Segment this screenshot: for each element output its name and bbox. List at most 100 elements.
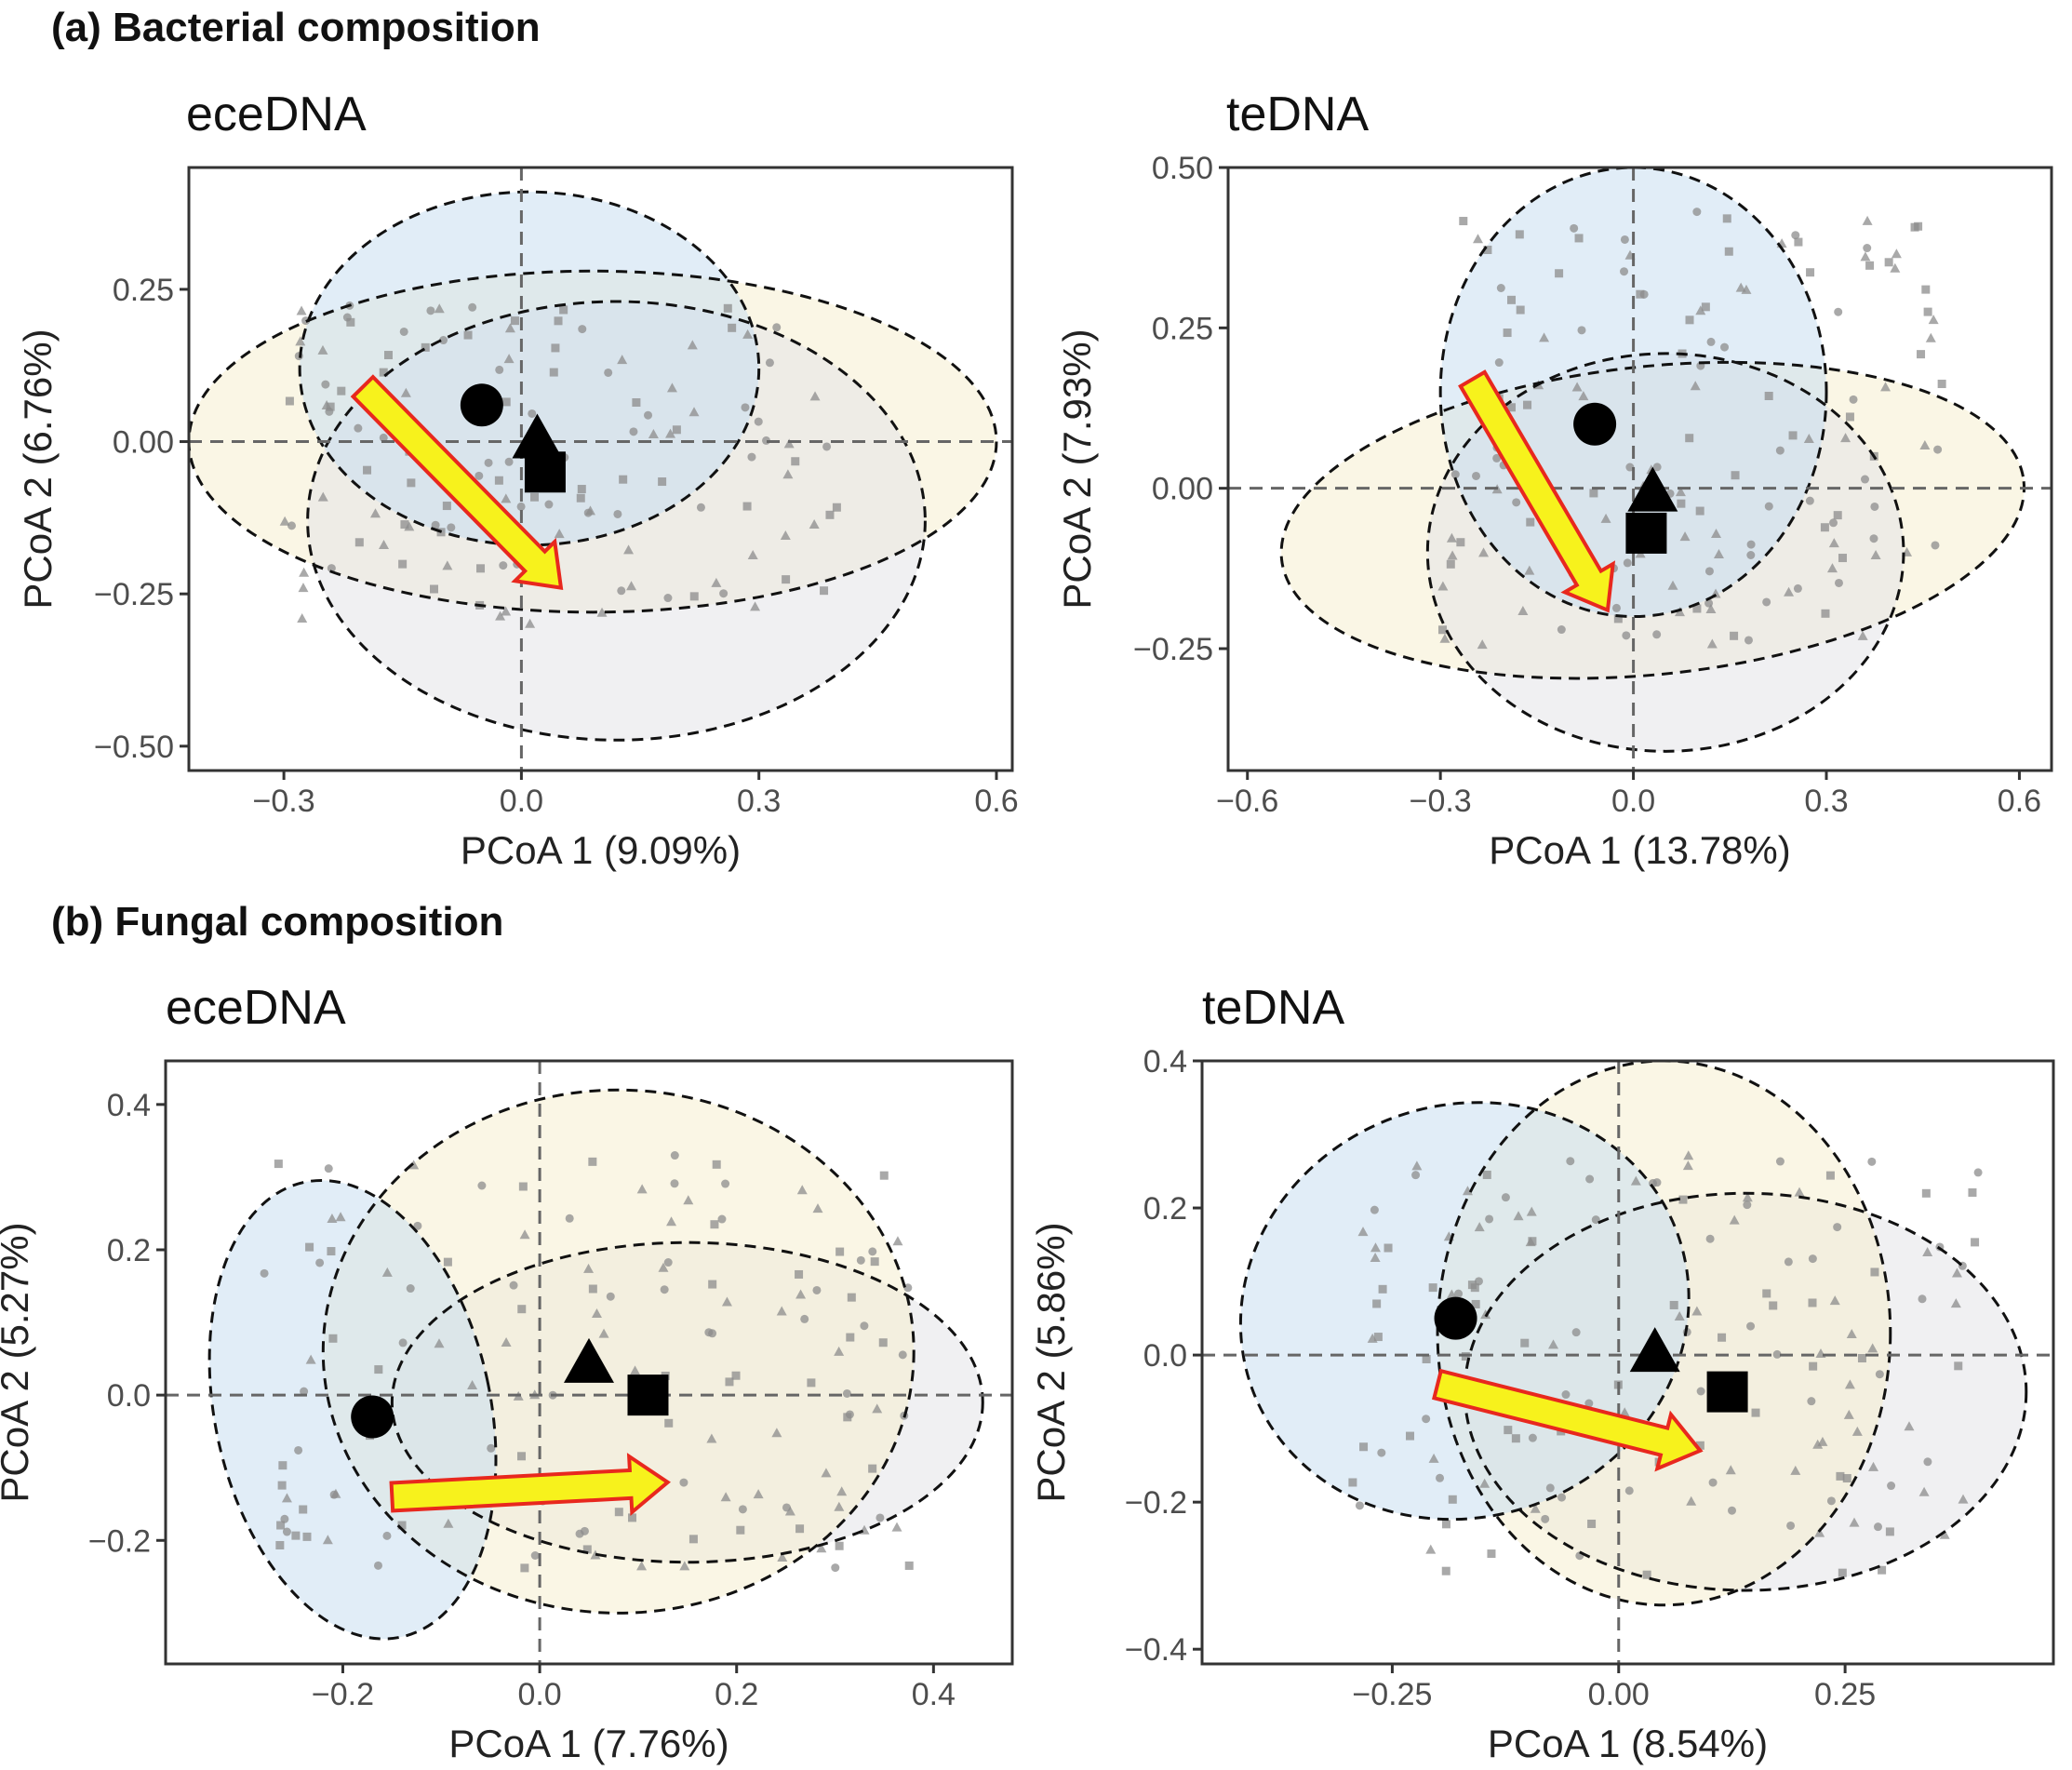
sample-point: [279, 516, 290, 526]
sample-point: [277, 1481, 287, 1490]
sample-point: [1891, 248, 1902, 259]
sample-point: [596, 607, 608, 617]
sample-point: [1406, 1431, 1415, 1441]
sample-point: [688, 407, 700, 417]
sample-point: [1501, 1193, 1510, 1202]
sample-point: [317, 491, 328, 502]
sample-point: [1591, 1215, 1600, 1225]
sample-point: [1870, 549, 1881, 559]
sample-point: [1570, 223, 1579, 233]
sample-point: [1448, 1495, 1457, 1504]
sample-point: [407, 478, 416, 488]
sample-point: [337, 386, 346, 396]
sample-point: [1725, 1465, 1736, 1475]
sample-point: [529, 492, 539, 502]
sample-point: [807, 1378, 816, 1388]
sample-point: [765, 358, 774, 368]
sample-point: [1706, 638, 1718, 649]
sample-point: [1808, 1254, 1817, 1264]
sample-point: [281, 1493, 292, 1503]
sample-point: [872, 1403, 883, 1414]
sample-point: [1624, 1486, 1634, 1495]
sample-point: [604, 368, 613, 377]
sample-point: [530, 1550, 540, 1560]
sample-point: [295, 336, 306, 346]
sample-point: [1373, 1333, 1383, 1342]
sample-point: [329, 1490, 339, 1499]
y-axis-label: PCoA 2 (7.93%): [1055, 329, 1099, 609]
sample-point: [1851, 1426, 1863, 1436]
centroid-triangle: [512, 413, 563, 459]
sample-point: [499, 561, 508, 570]
sample-point: [1669, 1300, 1678, 1309]
sample-point: [1834, 578, 1843, 587]
sample-point: [1589, 489, 1598, 498]
sample-point: [777, 1552, 788, 1562]
sample-point: [679, 1478, 688, 1487]
sample-point: [325, 407, 334, 416]
sample-point: [720, 1492, 731, 1502]
sample-point: [1359, 1442, 1369, 1452]
sample-point: [834, 1346, 845, 1356]
y-tick-label: −0.25: [1133, 632, 1213, 667]
sample-point: [1478, 547, 1490, 557]
sample-point: [1826, 563, 1838, 573]
sample-point: [753, 1489, 764, 1499]
sample-point: [750, 601, 761, 611]
sample-point: [1918, 1486, 1930, 1496]
sample-point: [1695, 506, 1704, 516]
sample-point: [1867, 1343, 1878, 1353]
sample-point: [683, 1195, 694, 1205]
sample-point: [476, 564, 486, 573]
sample-point: [326, 402, 335, 411]
sample-point: [305, 1242, 314, 1252]
sample-point: [554, 316, 563, 326]
sample-point: [1471, 1299, 1480, 1308]
sample-point: [706, 1433, 717, 1443]
plot-area: [1202, 1061, 2053, 1664]
sample-point: [712, 1160, 721, 1169]
sample-point: [636, 1184, 648, 1194]
sample-point: [1474, 1222, 1485, 1232]
x-tick-label: 0.6: [974, 784, 1018, 819]
sample-point: [275, 1540, 285, 1549]
sample-point: [1808, 1298, 1817, 1307]
sample-point: [278, 1461, 287, 1470]
confidence-ellipse-outline: [1238, 1101, 1691, 1522]
sample-point: [583, 508, 593, 517]
sample-point: [321, 380, 330, 389]
sample-point: [821, 1468, 832, 1478]
x-tick-label: 0.6: [1998, 784, 2041, 819]
sample-point: [1584, 1399, 1594, 1408]
sample-point: [302, 1532, 312, 1541]
sample-point: [1652, 463, 1662, 472]
sample-point: [591, 1307, 602, 1318]
centroid-square: [524, 451, 566, 493]
sample-point: [1807, 1397, 1816, 1406]
sample-point: [1769, 1301, 1778, 1310]
sample-point: [687, 340, 698, 350]
x-axis-label: PCoA 1 (13.78%): [1489, 828, 1791, 872]
sample-point: [494, 476, 503, 485]
sample-point: [1838, 554, 1847, 563]
sample-point: [1923, 307, 1932, 316]
sample-point: [1622, 631, 1631, 640]
centroid-square: [1706, 1371, 1748, 1413]
sample-point: [431, 520, 440, 530]
sample-point: [300, 1387, 309, 1396]
panel-frame: [1226, 166, 2053, 772]
sample-point: [280, 1514, 289, 1523]
trend-arrow: [1431, 1368, 1704, 1472]
sample-point: [501, 493, 512, 503]
sample-point: [898, 1350, 907, 1360]
sample-point: [1845, 412, 1854, 422]
sample-point: [1613, 614, 1623, 624]
sample-point: [400, 520, 409, 530]
sample-point: [1910, 222, 1919, 232]
sample-point: [1842, 1474, 1851, 1483]
sample-point: [1731, 471, 1740, 480]
sample-point: [617, 355, 628, 365]
sample-point: [876, 1513, 885, 1522]
sample-point: [666, 382, 677, 393]
